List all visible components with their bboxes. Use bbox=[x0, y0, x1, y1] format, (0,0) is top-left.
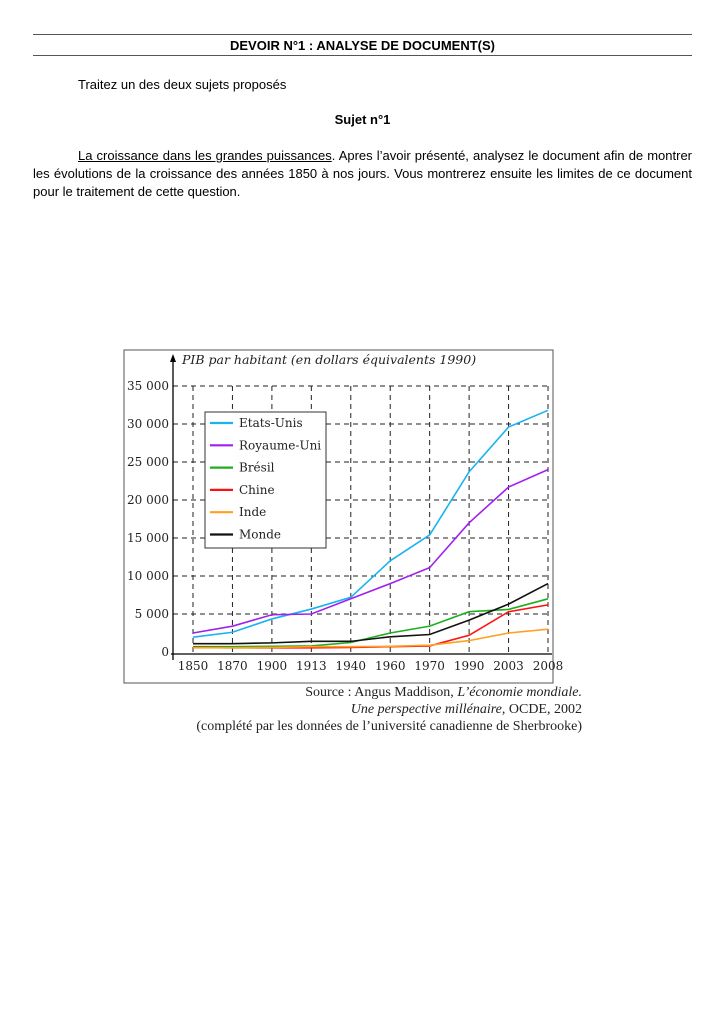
subject-heading: Sujet n°1 bbox=[334, 112, 391, 127]
subject-title: La croissance dans les grandes puissance… bbox=[78, 148, 332, 163]
subject-paragraph: La croissance dans les grandes puissance… bbox=[33, 147, 692, 201]
legend-label: Brésil bbox=[239, 461, 275, 475]
x-tick-label: 2003 bbox=[493, 659, 524, 673]
source-publisher: , OCDE, 2002 bbox=[501, 702, 582, 717]
legend-label: Royaume-Uni bbox=[239, 438, 321, 452]
chart-source: Source : Angus Maddison, L’économie mond… bbox=[150, 684, 582, 735]
y-tick-label: 20 000 bbox=[127, 493, 169, 507]
legend-box bbox=[204, 411, 327, 549]
source-complement: (complété par les données de l’universit… bbox=[196, 719, 582, 734]
x-tick-label: 1990 bbox=[454, 659, 485, 673]
x-tick-label: 1870 bbox=[217, 659, 248, 673]
series-line-etats-unis bbox=[192, 409, 549, 638]
subject-text: . Apres l’avoir présenté, analysez le do… bbox=[33, 148, 693, 199]
x-tick-label: 1850 bbox=[178, 659, 209, 673]
series-line-inde bbox=[193, 628, 549, 649]
page-title: DEVOIR N°1 : ANALYSE DE DOCUMENT(S) bbox=[230, 38, 495, 53]
series-line-monde bbox=[193, 582, 549, 645]
y-tick-label: 30 000 bbox=[127, 417, 169, 431]
legend-label: Inde bbox=[239, 505, 266, 519]
x-tick-label: 2008 bbox=[533, 659, 564, 673]
y-tick-label: 5 000 bbox=[135, 607, 169, 621]
y-tick-label: 10 000 bbox=[127, 569, 169, 583]
series-line-royaume-uni bbox=[192, 468, 549, 634]
x-tick-label: 1913 bbox=[296, 659, 327, 673]
intro-text: Traitez un des deux sujets proposés bbox=[78, 77, 287, 92]
legend-label: Monde bbox=[239, 528, 281, 542]
title-rule bbox=[33, 55, 692, 56]
x-tick-label: 1960 bbox=[375, 659, 406, 673]
y-tick-label: 25 000 bbox=[127, 455, 169, 469]
y-tick-label: 15 000 bbox=[127, 531, 169, 545]
source-book-title: L’économie mondiale. bbox=[457, 685, 582, 700]
top-rule bbox=[33, 34, 692, 35]
series-line-br-sil bbox=[193, 598, 549, 648]
y-axis-arrow bbox=[170, 354, 176, 362]
legend-label: Etats-Unis bbox=[239, 416, 303, 430]
x-tick-label: 1940 bbox=[336, 659, 367, 673]
chart-frame bbox=[123, 349, 554, 684]
legend-label: Chine bbox=[239, 483, 275, 497]
y-tick-label: 0 bbox=[161, 645, 169, 659]
x-tick-label: 1970 bbox=[414, 659, 445, 673]
x-tick-label: 1900 bbox=[257, 659, 288, 673]
source-book-subtitle: Une perspective millénaire bbox=[350, 702, 502, 717]
y-tick-label: 35 000 bbox=[127, 379, 169, 393]
y-axis-label: PIB par habitant (en dollars équivalents… bbox=[181, 352, 476, 367]
source-prefix: Source : Angus Maddison, bbox=[305, 685, 458, 700]
